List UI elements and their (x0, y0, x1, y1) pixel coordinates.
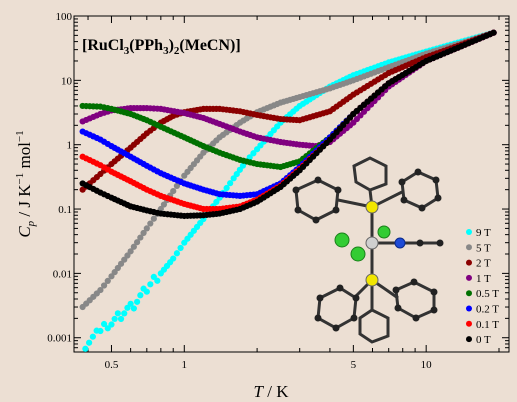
data-point (170, 187, 177, 195)
data-point (150, 215, 157, 222)
data-point (108, 321, 115, 328)
x-tick-label: 5 (351, 359, 357, 371)
data-point (227, 180, 234, 187)
legend-label: 0.2 T (476, 304, 499, 316)
data-point (143, 288, 150, 295)
data-point (137, 234, 144, 241)
legend-label: 9 T (476, 227, 491, 239)
data-point (213, 198, 220, 206)
data-point (133, 239, 141, 246)
data-point (114, 310, 121, 317)
legend-marker (466, 244, 472, 251)
data-point (250, 150, 257, 157)
data-point (104, 277, 111, 285)
y-tick-label: 1 (67, 140, 73, 152)
data-point (154, 277, 161, 284)
legend: 9 T 5 T 2 T 1 T 0.5 T 0.2 T 0.1 T 0 T (466, 227, 499, 346)
y-axis-title: Cp / J K−1 mol−1 (14, 130, 37, 237)
legend-label: 2 T (476, 258, 491, 270)
legend-label: 0 T (476, 334, 491, 346)
data-point (97, 286, 104, 294)
data-point (121, 310, 128, 317)
data-point (111, 315, 118, 323)
chart-title: [RuCl3(PPh3)2(MeCN)] (82, 37, 241, 57)
data-point (97, 327, 104, 335)
data-point (223, 184, 230, 192)
legend-label: 0.1 T (476, 319, 499, 331)
data-point (140, 229, 147, 237)
data-point (130, 243, 137, 250)
legend-marker (466, 305, 472, 312)
data-point (173, 250, 181, 257)
data-point (82, 345, 89, 352)
data-point (173, 182, 181, 190)
y-tick-label: 0.01 (53, 268, 72, 280)
data-point (100, 282, 108, 289)
legend-label: 5 T (476, 242, 491, 254)
legend-marker (466, 229, 472, 235)
data-point (490, 29, 497, 36)
series-0T (79, 29, 497, 220)
legend-marker (466, 274, 472, 281)
series-2T (79, 29, 497, 193)
y-tick-label: 10 (61, 75, 73, 87)
data-point (147, 281, 154, 288)
data-point (143, 225, 150, 232)
legend-marker (466, 336, 472, 343)
plot-frame (73, 15, 510, 353)
data-point (160, 201, 168, 208)
data-point (100, 320, 108, 328)
data-point (127, 300, 134, 307)
y-tick-label: 0.1 (58, 204, 72, 216)
molecule-structure-image (292, 156, 444, 344)
y-tick-label: 100 (56, 11, 73, 23)
data-point (147, 220, 154, 227)
series-5T (79, 29, 497, 311)
data-point (130, 305, 137, 312)
data-point (170, 255, 177, 262)
x-tick-label: 10 (421, 359, 433, 371)
legend-marker (466, 320, 472, 327)
y-tick-label: 0.001 (47, 333, 72, 345)
data-point (127, 248, 134, 255)
x-axis-title: T / K (254, 382, 290, 401)
data-point (89, 333, 96, 340)
data-point (177, 244, 184, 252)
data-point (86, 339, 93, 346)
legend-marker (466, 290, 472, 297)
data-point (117, 315, 125, 323)
data-point (137, 292, 144, 299)
legend-marker (466, 259, 472, 266)
x-tick-label: 0.5 (105, 359, 119, 371)
data-point (133, 298, 141, 305)
legend-label: 1 T (476, 273, 491, 285)
x-tick-label: 1 (182, 359, 188, 371)
legend-label: 0.5 T (476, 288, 499, 300)
